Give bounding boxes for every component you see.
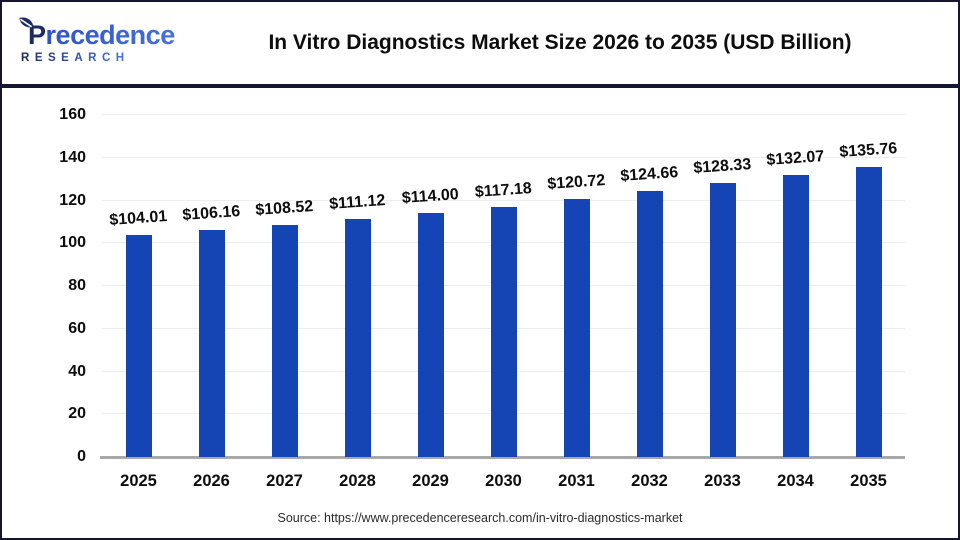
x-axis-tick-label: 2033 xyxy=(704,472,741,490)
y-axis-tick-label: 40 xyxy=(68,362,86,380)
brand-logo: Precedence RESEARCH xyxy=(2,17,202,64)
x-axis-tick-label: 2034 xyxy=(777,472,814,490)
header-divider xyxy=(2,84,958,88)
header: Precedence RESEARCH In Vitro Diagnostics… xyxy=(2,2,958,84)
bar-2025 xyxy=(125,234,152,457)
bar-2026 xyxy=(198,230,225,457)
brand-name: Precedence xyxy=(28,20,175,50)
y-axis-tick-label: 60 xyxy=(68,319,86,337)
x-axis-line xyxy=(100,456,905,459)
bar-2031 xyxy=(563,198,590,457)
x-axis-tick-label: 2027 xyxy=(266,472,303,490)
gridline xyxy=(102,156,905,158)
x-axis-tick-label: 2030 xyxy=(485,472,522,490)
bar-2030 xyxy=(490,206,517,457)
bar-2035 xyxy=(855,166,882,457)
x-axis-tick-label: 2031 xyxy=(558,472,595,490)
plot-area: $104.01 $106.16 $108.52 $111.12 $114.00 $117.… xyxy=(100,114,905,459)
brand-subname: RESEARCH xyxy=(21,52,130,64)
bar-value-label: $135.76 xyxy=(838,139,898,161)
bar-2034 xyxy=(782,174,809,457)
y-axis-tick-label: 80 xyxy=(68,277,86,294)
x-axis-tick-label: 2026 xyxy=(193,472,230,490)
y-axis-tick-label: 20 xyxy=(68,405,86,423)
y-axis-tick-label: 140 xyxy=(59,148,86,166)
brand-logo-wordmark: Precedence xyxy=(18,17,202,50)
bar-2027 xyxy=(271,225,298,457)
x-axis-tick-label: 2035 xyxy=(850,472,887,490)
x-axis-tick-label: 2028 xyxy=(339,472,376,490)
y-axis-tick-label: 120 xyxy=(59,191,86,209)
x-axis-tick-label: 2025 xyxy=(120,472,157,490)
bar-2028 xyxy=(344,219,371,457)
x-axis-tick-label: 2032 xyxy=(631,472,668,490)
bar-2029 xyxy=(417,213,444,457)
y-axis-tick-label: 100 xyxy=(59,234,86,252)
y-axis-tick-label: 0 xyxy=(77,448,86,465)
leaf-icon xyxy=(16,12,37,41)
bar-2033 xyxy=(709,182,736,457)
chart-title: In Vitro Diagnostics Market Size 2026 to… xyxy=(268,31,852,54)
gridline xyxy=(102,199,905,201)
gridline xyxy=(102,114,905,115)
y-axis-tick-label: 160 xyxy=(59,106,86,123)
bar-2032 xyxy=(636,190,663,457)
source-text: Source: https://www.precedenceresearch.c… xyxy=(277,511,683,525)
x-axis-tick-label: 2029 xyxy=(412,472,449,490)
